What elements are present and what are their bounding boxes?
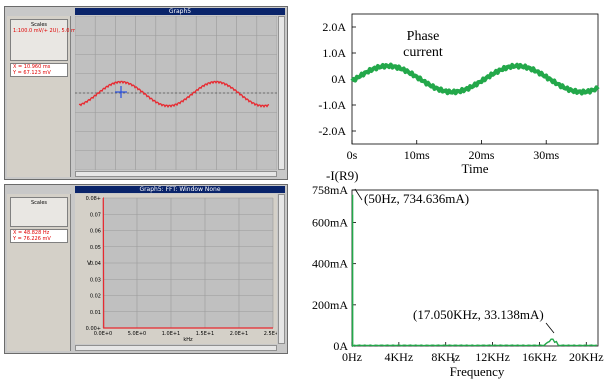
fft-x-ticks: 0.0E+0 5.0E+0 1.0E+1 1.5E+1 2.0E+1 2.5E+1 [94, 331, 277, 337]
fft-x-tick: 2.5E+1 [264, 331, 277, 337]
fft-cursor-x: X = 48.828 Hz [13, 230, 50, 236]
phase-y-tick: 2.0A [322, 20, 346, 34]
fft-scales-box: Scales [10, 197, 68, 227]
fft-vertical-scrollbar[interactable] [278, 194, 285, 344]
phase-trace [350, 62, 600, 96]
phase-y-ticks: 2.0A 1.0A 0A -1.0A -2.0A [318, 20, 356, 138]
phase-x-tick: 20ms [468, 148, 494, 162]
peak1-pointer [354, 188, 363, 201]
fft-y-tick: 0.04 [90, 261, 101, 267]
spectrum-trace [351, 194, 597, 348]
scope-trace [78, 80, 270, 108]
spectrum-y-ticks: 758mA 600mA 400mA 200mA 0A [312, 183, 356, 353]
spectrum-x-tick: 8KHz [431, 350, 460, 364]
spectrum-title: -I(R9) [326, 170, 359, 183]
phase-plot-frame [351, 13, 599, 145]
spectrum-x-tick: 0Hz [342, 350, 362, 364]
cursor-x: X = 10.960 ms [13, 64, 51, 70]
phase-y-tick: 0A [331, 72, 346, 86]
fft-x-unit: kHz [183, 337, 193, 343]
scales-line: 1:100.0 mV/+ 2U), 5.0 ms [13, 28, 79, 34]
scope-window-fft: Graph5: FFT: Window None Scales X = 48.8… [4, 184, 288, 354]
phase-x-ticks: 0s 10ms 20ms 30ms [347, 140, 560, 162]
scope-window-title: Graph5 [75, 8, 285, 15]
peak2-pointer [545, 322, 555, 334]
vertical-scrollbar[interactable] [278, 16, 285, 170]
spectrum-y-tick: 600mA [312, 216, 348, 230]
fft-y-tick: 0.02 [90, 294, 101, 300]
scope-window-time: Graph5 Scales 1:100.0 mV/+ 2U), 5.0 ms X… [4, 6, 288, 180]
spectrum-xlabel: Frequency [450, 364, 505, 379]
spectrum-y-tick: 200mA [312, 298, 348, 312]
fft-y-tick: 0.05 [90, 245, 101, 251]
phase-x-tick: 30ms [533, 148, 559, 162]
spectrum-plot-frame [351, 189, 599, 347]
fft-y-tick: 0.01 [90, 310, 101, 316]
spectrum-y-tick: 400mA [312, 257, 348, 271]
cursor-readout: X = 10.960 ms Y = 67.123 mV [10, 63, 68, 77]
spectrum-x-ticks: 0Hz 4KHz 8KHz 12KHz 16KHz 20KHz [342, 342, 604, 364]
spectrum-x-tick: 20KHz [569, 350, 604, 364]
fft-x-tick: 5.0E+0 [128, 331, 146, 337]
fft-scales-header: Scales [30, 200, 48, 206]
fft-y-tick: 0.06 [90, 229, 101, 235]
fft-side-panel: Scales X = 48.828 Hz Y = 76.226 mV [7, 194, 71, 351]
fft-y-tick: 0.07 [90, 212, 101, 218]
phase-y-tick: -1.0A [318, 98, 346, 112]
fft-trace [102, 197, 273, 329]
phase-title: Phase current [403, 29, 443, 60]
fft-y-tick: 0.08+ [86, 196, 101, 202]
cursor-marker[interactable] [115, 86, 127, 98]
fft-horizontal-scrollbar[interactable] [75, 345, 277, 351]
phase-y-tick: -2.0A [318, 124, 346, 138]
phase-x-tick: 0s [347, 148, 358, 162]
fft-cursor-y: Y = 76.226 mV [13, 236, 51, 242]
fft-y-ticks: 0.08+ 0.07 0.06 0.05 0.04 0.03 0.02 0.01 0.00+ [86, 196, 101, 332]
spectrum-x-tick: 16KHz [522, 350, 557, 364]
fft-x-tick: 1.5E+1 [196, 331, 214, 337]
fft-y-tick: 0.03 [90, 277, 101, 283]
fft-y-unit: V [87, 260, 92, 267]
phase-xlabel: Time [462, 161, 489, 176]
fft-cursor-readout: X = 48.828 Hz Y = 76.226 mV [10, 229, 68, 243]
scales-header: Scales [30, 22, 48, 28]
spectrum-chart: -I(R9) 758mA 600mA 400mA 200mA 0A 0Hz 4KHz 8KH… [312, 170, 604, 379]
scope-fft-plot[interactable]: 0.08+ 0.07 0.06 0.05 0.04 0.03 0.02 0.01 0.00+ 0… [75, 194, 277, 344]
peak1-annotation: (50Hz, 734.636mA) [364, 191, 469, 206]
fft-x-tick: 2.0E+1 [230, 331, 248, 337]
spectrum-x-tick: 12KHz [475, 350, 510, 364]
spectrum-y-tick: 758mA [312, 183, 348, 197]
scope-time-plot[interactable] [75, 16, 277, 170]
fft-y-tick: 0.00+ [86, 326, 101, 332]
phase-y-tick: 1.0A [322, 46, 346, 60]
cursor-y: Y = 67.123 mV [13, 70, 51, 76]
spectrum-x-tick: 4KHz [385, 350, 414, 364]
fft-x-tick: 0.0E+0 [94, 331, 112, 337]
peak2-annotation: (17.050KHz, 33.138mA) [413, 307, 544, 322]
phase-current-chart: 2.0A 1.0A 0A -1.0A -2.0A 0s 10ms 20ms 30ms Phas… [318, 13, 600, 176]
spectrum-y-tick: 0A [333, 339, 348, 353]
fft-x-tick: 1.0E+1 [162, 331, 180, 337]
scales-box: Scales 1:100.0 mV/+ 2U), 5.0 ms [10, 19, 79, 61]
scope-side-panel: Scales 1:100.0 mV/+ 2U), 5.0 ms X = 10.9… [7, 16, 79, 177]
phase-x-tick: 10ms [404, 148, 430, 162]
fft-window-title: Graph5: FFT: Window None [75, 186, 285, 193]
horizontal-scrollbar[interactable] [75, 171, 277, 177]
